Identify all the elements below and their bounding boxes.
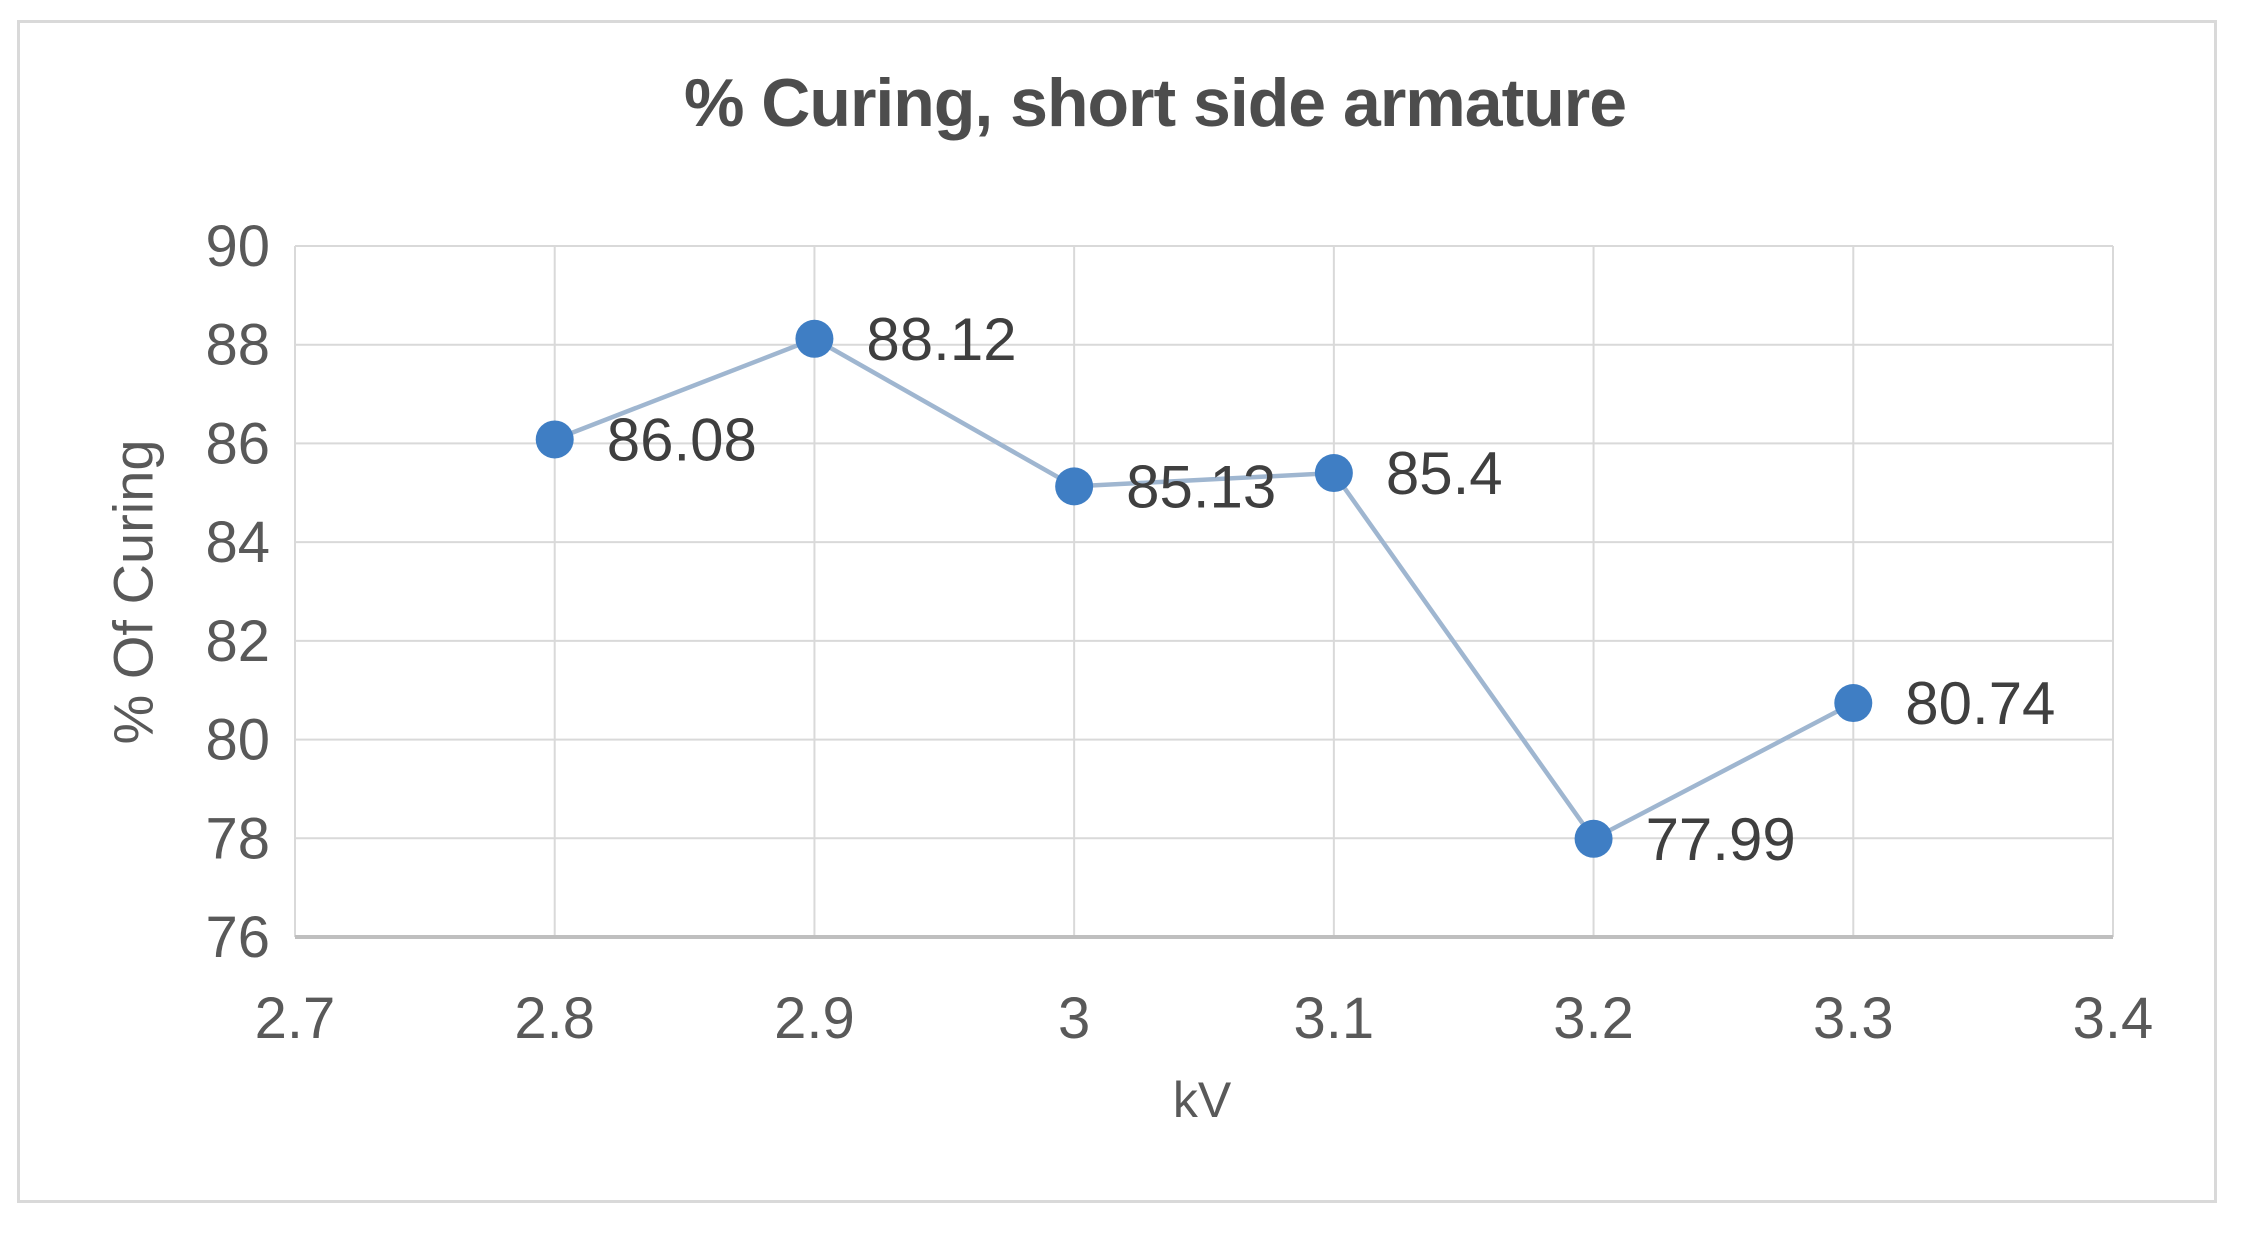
data-point-label: 88.12 [866,306,1016,373]
x-axis-title: kV [1172,1072,1232,1128]
x-axis-tick-label: 2.8 [514,986,595,1051]
data-point-label: 85.13 [1126,453,1276,520]
x-axis-tick-label: 3.1 [1294,986,1375,1051]
series-line [553,336,1855,842]
data-point-label: 86.08 [607,406,757,473]
chart-border [17,20,2217,1203]
y-axis-tick-label: 76 [205,905,270,970]
y-axis-tick-label: 84 [205,510,270,575]
y-axis-tick-label: 78 [205,806,270,871]
data-point-marker [1834,684,1873,723]
data-point-marker [1574,819,1613,858]
data-point-marker [535,420,574,459]
data-point-label: 80.74 [1905,670,2055,737]
x-axis-tick-label: 3.4 [2073,986,2154,1051]
y-axis-tick-label: 82 [205,609,270,674]
x-axis-tick-label: 2.7 [255,986,336,1051]
y-axis-tick-label: 80 [205,708,270,773]
data-point-marker [1055,467,1094,506]
data-point-label: 77.99 [1646,806,1796,873]
chart-title: % Curing, short side armature [683,65,1627,141]
x-axis-tick-label: 3 [1058,986,1090,1051]
y-axis-tick-label: 86 [205,411,270,476]
data-point-marker [795,319,834,358]
data-point-label: 85.4 [1386,440,1503,507]
y-axis-tick-label: 88 [205,313,270,378]
x-axis-tick-label: 3.3 [1813,986,1894,1051]
y-axis-tick-label: 90 [205,214,270,279]
x-axis-tick-label: 2.9 [774,986,855,1051]
x-axis-tick-label: 3.2 [1553,986,1634,1051]
data-point-marker [1314,454,1353,493]
